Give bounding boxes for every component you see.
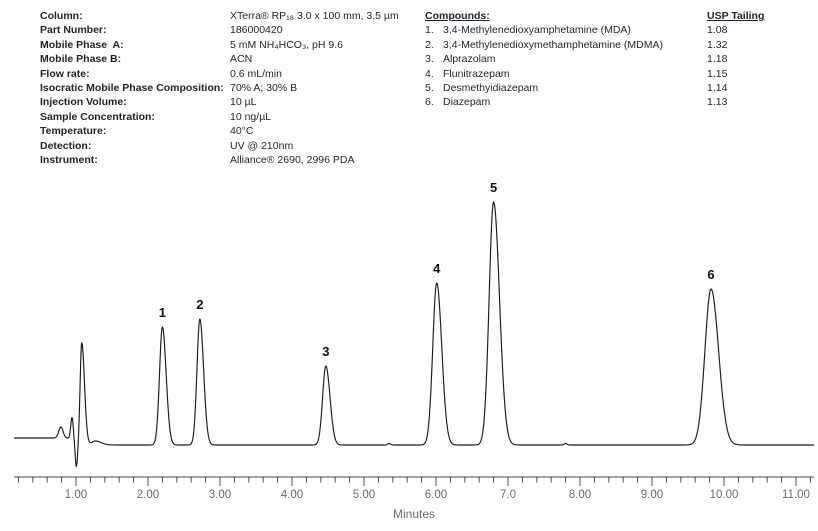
usp-tailing-value: 1.32	[707, 38, 728, 51]
x-tick-label: 3.00	[208, 489, 232, 501]
condition-label: Isocratic Mobile Phase Composition:	[40, 81, 224, 94]
condition-label: Part Number:	[40, 24, 107, 37]
usp-tailing-value: 1.14	[707, 81, 728, 94]
compound-name: 3,4-Methylenedioxymethamphetamine (MDMA)	[443, 38, 664, 51]
condition-row: Instrument: Alliance® 2690, 2996 PDA	[40, 154, 399, 168]
compound-number: 6.	[425, 96, 434, 109]
condition-label: Mobile Phase A:	[40, 38, 124, 51]
compound-number: 4.	[425, 67, 434, 80]
x-tick-label: 1.00	[64, 489, 88, 501]
condition-label: Temperature:	[40, 125, 107, 138]
condition-label: Flow rate:	[40, 67, 90, 80]
condition-label: Detection:	[40, 139, 92, 152]
x-tick-label: 9.00	[640, 489, 664, 501]
compound-name: Flunitrazepam	[443, 67, 510, 80]
compound-item: 5. Desmethyidiazepam	[425, 82, 663, 96]
x-tick-label: 5.00	[352, 489, 376, 501]
conditions-table: Column: XTerra® RP₁₈ 3.0 x 100 mm, 3.5 µ…	[40, 10, 399, 168]
compound-item: 6. Diazepam	[425, 96, 663, 110]
compound-number: 1.	[425, 24, 434, 37]
condition-value: 10 ng/µL	[230, 110, 272, 123]
compounds-header: Compounds:	[425, 10, 490, 22]
x-tick-label: 7.0	[500, 489, 516, 501]
condition-value: XTerra® RP₁₈ 3.0 x 100 mm, 3.5 µm	[230, 10, 399, 22]
chromatogram-trace	[13, 201, 815, 467]
x-tick-label: 2.00	[136, 489, 160, 501]
condition-value: 70% A; 30% B	[230, 81, 298, 94]
compound-item: 4. Flunitrazepam	[425, 68, 663, 82]
condition-row: Mobile Phase B: ACN	[40, 53, 399, 67]
peak-label-3: 3	[322, 344, 330, 359]
peak-label-6: 6	[707, 267, 715, 282]
condition-row: Column: XTerra® RP₁₈ 3.0 x 100 mm, 3.5 µ…	[40, 10, 399, 24]
usp-tailing-value: 1.08	[707, 24, 728, 37]
condition-value: 40°C	[230, 125, 254, 138]
compound-number: 2.	[425, 38, 434, 51]
condition-label: Instrument:	[40, 153, 98, 166]
usp-tailing-header: USP Tailing	[707, 10, 765, 22]
x-tick-label: 11.00	[782, 489, 810, 501]
condition-value: 10 µL	[230, 96, 257, 109]
peak-label-5: 5	[489, 180, 498, 195]
condition-row: Isocratic Mobile Phase Composition: 70% …	[40, 82, 399, 96]
condition-value: 186000420	[230, 24, 283, 37]
condition-row: Injection Volume: 10 µL	[40, 96, 399, 110]
condition-value: UV @ 210nm	[230, 139, 294, 152]
condition-row: Flow rate: 0.6 mL/min	[40, 68, 399, 82]
condition-row: Sample Concentration: 10 ng/µL	[40, 111, 399, 125]
condition-value: 0.6 mL/min	[230, 67, 282, 80]
peak-label-2: 2	[196, 297, 204, 312]
condition-value: 5 mM NH₄HCO₃, pH 9.6	[230, 38, 343, 51]
compound-item: 1. 3,4-Methylenedioxyamphetamine (MDA)	[425, 24, 663, 38]
x-tick-label: 8.00	[568, 489, 592, 501]
condition-row: Part Number: 186000420	[40, 24, 399, 38]
peak-label-1: 1	[158, 305, 167, 320]
usp-tailing-value: 1.15	[707, 67, 728, 80]
condition-value: Alliance® 2690, 2996 PDA	[230, 153, 355, 166]
compound-name: 3,4-Methylenedioxyamphetamine (MDA)	[443, 24, 631, 37]
usp-tailing-column: USP Tailing 1.08 1.32 1.18 1.15 1.14 1.1…	[707, 10, 764, 111]
x-tick-label: 10.00	[709, 489, 739, 501]
compounds-list: Compounds: 1. 3,4-Methylenedioxyamphetam…	[425, 10, 663, 111]
x-axis-title: Minutes	[392, 507, 436, 521]
x-tick-label: 4.00	[280, 489, 304, 501]
x-axis-ticks	[17, 477, 811, 486]
condition-row: Detection: UV @ 210nm	[40, 140, 399, 154]
condition-row: Mobile Phase A: 5 mM NH₄HCO₃, pH 9.6	[40, 39, 399, 53]
compound-name: Diazepam	[443, 96, 491, 109]
compound-name: Alprazolam	[443, 53, 496, 66]
condition-row: Temperature: 40°C	[40, 125, 399, 139]
condition-label: Sample Concentration:	[40, 110, 155, 123]
peak-label-4: 4	[433, 261, 441, 276]
compound-number: 3.	[425, 53, 434, 66]
compound-item: 2. 3,4-Methylenedioxymethamphetamine (MD…	[425, 39, 663, 53]
usp-tailing-value: 1.18	[707, 53, 728, 66]
x-tick-label: 6.00	[424, 489, 448, 501]
compound-item: 3. Alprazolam	[425, 53, 663, 67]
usp-tailing-value: 1.13	[707, 96, 728, 109]
condition-value: ACN	[230, 53, 253, 66]
compound-name: Desmethyidiazepam	[443, 81, 539, 94]
condition-label: Mobile Phase B:	[40, 53, 122, 66]
condition-label: Column:	[40, 10, 83, 22]
condition-label: Injection Volume:	[40, 96, 127, 109]
compound-number: 5.	[425, 81, 434, 94]
